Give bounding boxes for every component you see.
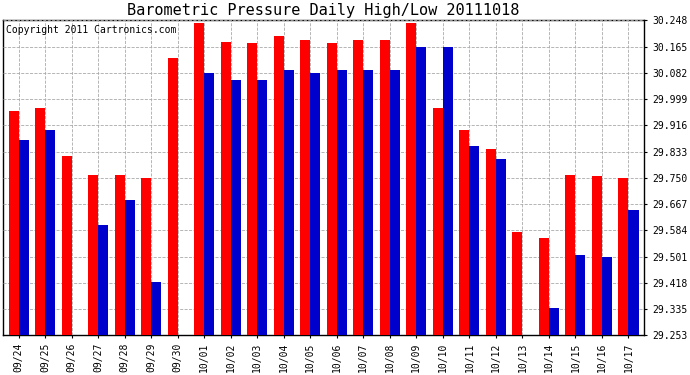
- Bar: [496, 159, 506, 335]
- Bar: [486, 150, 496, 335]
- Bar: [300, 40, 310, 335]
- Bar: [310, 74, 320, 335]
- Bar: [168, 58, 178, 335]
- Bar: [592, 176, 602, 335]
- Bar: [337, 70, 347, 335]
- Bar: [618, 178, 629, 335]
- Text: Copyright 2011 Cartronics.com: Copyright 2011 Cartronics.com: [6, 25, 177, 35]
- Bar: [274, 36, 284, 335]
- Bar: [353, 40, 364, 335]
- Bar: [194, 23, 204, 335]
- Bar: [602, 257, 612, 335]
- Bar: [433, 108, 443, 335]
- Bar: [151, 282, 161, 335]
- Bar: [125, 200, 135, 335]
- Bar: [549, 308, 559, 335]
- Bar: [390, 70, 400, 335]
- Bar: [35, 108, 45, 335]
- Bar: [460, 130, 469, 335]
- Bar: [512, 232, 522, 335]
- Bar: [19, 140, 29, 335]
- Bar: [575, 255, 586, 335]
- Bar: [469, 146, 480, 335]
- Bar: [416, 46, 426, 335]
- Bar: [115, 175, 125, 335]
- Bar: [539, 238, 549, 335]
- Bar: [204, 74, 215, 335]
- Bar: [61, 156, 72, 335]
- Bar: [88, 175, 98, 335]
- Bar: [380, 40, 390, 335]
- Bar: [406, 23, 416, 335]
- Bar: [45, 130, 55, 335]
- Bar: [629, 210, 638, 335]
- Title: Barometric Pressure Daily High/Low 20111018: Barometric Pressure Daily High/Low 20111…: [128, 3, 520, 18]
- Bar: [98, 225, 108, 335]
- Bar: [565, 175, 575, 335]
- Bar: [221, 42, 230, 335]
- Bar: [141, 178, 151, 335]
- Bar: [8, 111, 19, 335]
- Bar: [230, 80, 241, 335]
- Bar: [257, 80, 267, 335]
- Bar: [247, 44, 257, 335]
- Bar: [327, 44, 337, 335]
- Bar: [284, 70, 294, 335]
- Bar: [443, 46, 453, 335]
- Bar: [364, 70, 373, 335]
